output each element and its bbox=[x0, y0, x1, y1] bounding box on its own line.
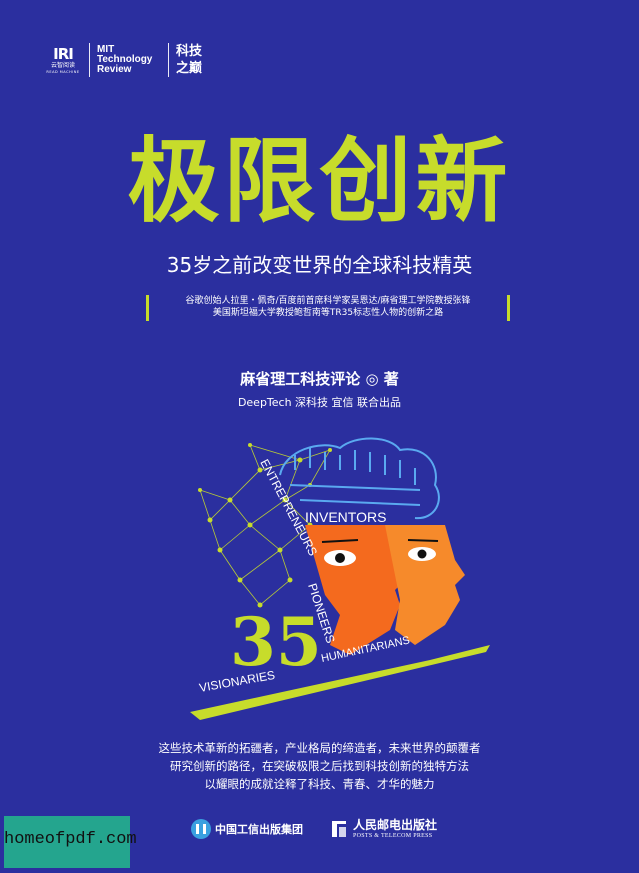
tagline-bar-left bbox=[146, 295, 149, 321]
tagline: 谷歌创始人拉里・佩奇/百度前首席科学家吴恩达/麻省理工学院教授张锋 美国斯坦福大… bbox=[146, 295, 510, 321]
watermark-text: homeofpdf.com bbox=[4, 830, 137, 849]
tagline-bar-right bbox=[507, 295, 510, 321]
kj-line-1: 科技 bbox=[176, 44, 203, 59]
tagline-text: 谷歌创始人拉里・佩奇/百度前首席科学家吴恩达/麻省理工学院教授张锋 美国斯坦福大… bbox=[156, 295, 500, 319]
tagline-line-2: 美国斯坦福大学教授鲍哲南等TR35标志性人物的创新之路 bbox=[212, 308, 444, 318]
publisher-logos: IRI 云智阅读 READ MACHINE MIT Technology Rev… bbox=[44, 40, 208, 80]
blurb-line-2: 研究创新的路径，在突破极限之后找到科技创新的独特方法 bbox=[170, 759, 469, 773]
tagline-line-1: 谷歌创始人拉里・佩奇/百度前首席科学家吴恩达/麻省理工学院教授张锋 bbox=[185, 296, 471, 306]
logo-divider bbox=[168, 43, 169, 77]
number-35: 35 bbox=[230, 603, 322, 681]
publisher-miit-name: 中国工信出版集团 bbox=[215, 823, 303, 836]
blurb-line-3: 以耀眼的成就诠释了科技、青春、才华的魅力 bbox=[204, 777, 435, 791]
ptpress-logo-icon bbox=[332, 821, 346, 837]
publisher-ptpress: 人民邮电出版社 POSTS & TELECOM PRESS bbox=[329, 818, 437, 840]
readwise-sub: READ MACHINE bbox=[46, 69, 80, 74]
ptpress-name-en: POSTS & TELECOM PRESS bbox=[353, 833, 433, 839]
mit-line-3: Review bbox=[97, 64, 132, 75]
keji-zhidian-logo: 科技 之巅 bbox=[176, 43, 208, 77]
publisher-miit: 中国工信出版集团 bbox=[190, 818, 303, 840]
author: 麻省理工科技评论 ◎ 著 bbox=[240, 370, 399, 388]
face-right bbox=[385, 525, 465, 645]
kj-line-2: 之巅 bbox=[176, 61, 203, 76]
readwise-name: 云智阅读 bbox=[50, 61, 75, 69]
blurb: 这些技术革新的拓疆者，产业格局的缔造者，未来世界的颠覆者 研究创新的路径，在突破… bbox=[0, 739, 639, 793]
blurb-line-1: 这些技术革新的拓疆者，产业格局的缔造者，未来世界的颠覆者 bbox=[158, 741, 481, 755]
mit-line-1: MIT bbox=[97, 44, 115, 55]
cover-illustration: INVENTORS ENTREPRENEURS PIONEERS HUMANIT… bbox=[190, 437, 490, 720]
readwise-logo: IRI 云智阅读 READ MACHINE bbox=[44, 46, 82, 75]
logo-divider bbox=[89, 43, 90, 77]
miit-logo-icon bbox=[191, 819, 211, 839]
green-swoosh bbox=[190, 645, 490, 720]
publishers: 中国工信出版集团 人民邮电出版社 POSTS & TELECOM PRESS bbox=[190, 814, 437, 844]
copublishers: DeepTech 深科技 宜信 联合出品 bbox=[237, 396, 402, 409]
book-subtitle: 35岁之前改变世界的全球科技精英 bbox=[166, 253, 473, 277]
readwise-mark: IRI bbox=[53, 44, 74, 63]
ptpress-name-cn: 人民邮电出版社 bbox=[353, 818, 438, 832]
mit-line-2: Technology bbox=[97, 54, 153, 65]
watermark: homeofpdf.com bbox=[4, 816, 137, 868]
mit-technology-review-logo: MIT Technology Review bbox=[97, 45, 161, 75]
brain-circuit bbox=[279, 437, 440, 520]
faces bbox=[305, 525, 465, 655]
word-inventors: INVENTORS bbox=[305, 509, 386, 525]
book-title: 极限创新 bbox=[127, 128, 512, 235]
